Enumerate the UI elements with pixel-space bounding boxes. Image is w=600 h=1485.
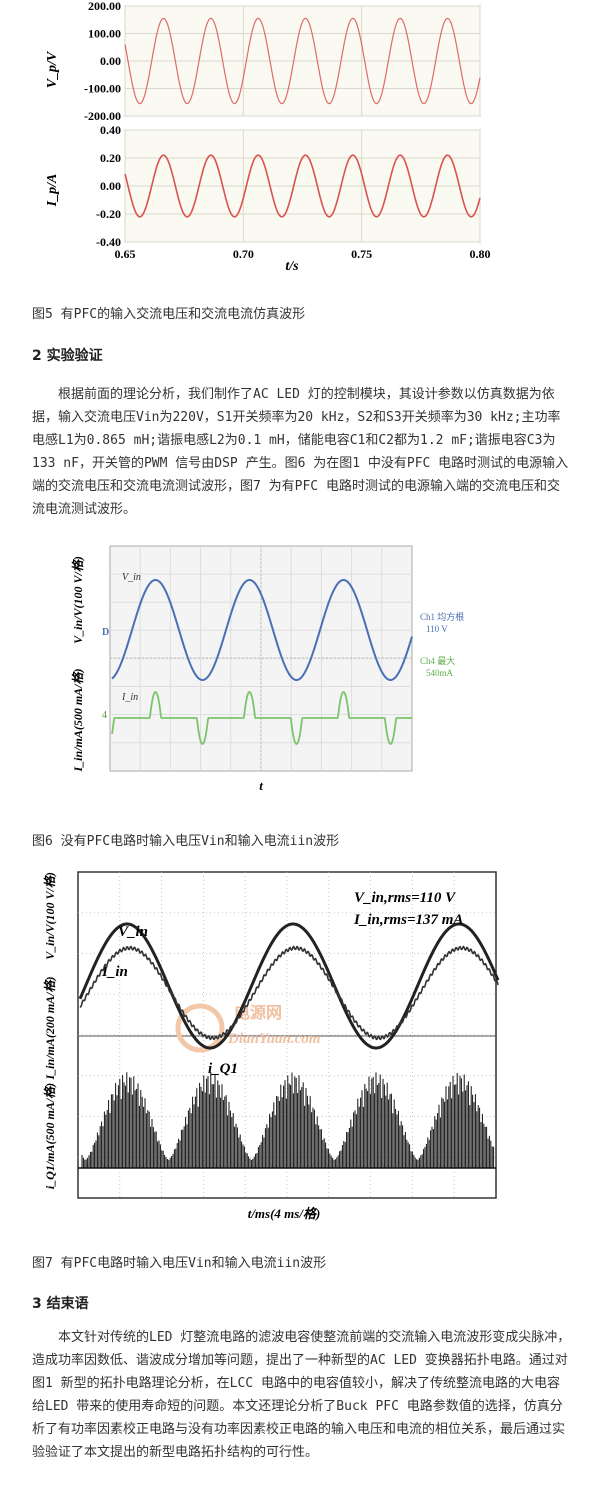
fig5-top-ytick: 0.00 [100,54,121,68]
fig7-vin-rms: V_in,rms=110 V [354,890,457,906]
fig7-xlabel: t/ms(4 ms/格) [248,1206,321,1221]
fig7-iin-label: I_in [101,964,128,980]
section-3-heading: 3 结束语 [32,1296,89,1312]
fig6-ch4-label: Ch4 最大 [420,655,455,666]
fig5-bottom-ytick: -0.20 [96,207,121,221]
fig5-xtick: 0.75 [351,247,372,261]
figure-5: 200.00 100.00 0.00 -100.00 -200.00 0.40 0.20 0.… [30,0,491,274]
fig7-watermark: DianYuan.com [227,1031,320,1047]
fig6-ylabel-top: V_in/V(100 V/格) [71,556,85,644]
fig6-ch4-value: 540mA [426,668,454,678]
fig5-bottom-ytick: 0.00 [100,179,121,193]
figure-6-caption: 图6 没有PFC电路时输入电压Vin和输入电流iin波形 [32,834,340,849]
fig5-xtick: 0.65 [115,247,136,261]
fig6-xlabel: t [259,778,263,793]
fig6-ch1-label: Ch1 均方根 [420,611,464,622]
fig5-voltage-wave [124,17,481,105]
fig5-top-ytick: -100.00 [84,82,121,96]
fig5-top-ytick: 200.00 [88,0,121,13]
figure-5-chart: 200.00 100.00 0.00 -100.00 -200.000.40 0.20 0.… [45,0,491,274]
fig7-ylabel-mid: I_in/mA(200 mA/格) [43,976,57,1080]
fig7-ylabel-top: V_in/V(100 V/格) [43,872,57,960]
fig7-current-wave [79,945,499,1041]
fig6-vin-label: V_in [122,572,141,583]
fig5-bottom-ytick: 0.40 [100,123,121,137]
fig5-bottom-ytick: -0.40 [96,235,121,249]
figure-6-chart: D 4 V_in I_in Ch1 均方根 110 V Ch4 最大 540mA… [71,545,464,793]
fig7-voltage-wave [78,922,500,1050]
fig6-ylabel-bottom: I_in/mA(500 mA/格) [71,668,85,772]
fig5-xtick: 0.70 [233,247,254,261]
fig5-top-ytick: 100.00 [88,27,121,41]
fig7-iin-rms: I_in,rms=137 mA [353,912,463,928]
fig6-marker-d: D [102,627,109,638]
figure-7-caption: 图7 有PFC电路时输入电压Vin和输入电流iin波形 [32,1256,327,1271]
figure-5-caption: 图5 有PFC的输入交流电压和交流电流仿真波形 [32,307,306,322]
fig5-bottom-ylabel: I_p/A [45,174,60,208]
section-2-paragraph: 根据前面的理论分析，我们制作了AC LED 灯的控制模块，其设计参数以仿真数据为… [32,387,569,517]
section-3-paragraph: 本文针对传统的LED 灯整流电路的滤波电容使整流前端的交流输入电流波形变成尖脉冲… [32,1330,571,1460]
figure-7-chart: 电源网 DianYuan.com V_in,rms=110 V I_in,rms… [43,871,500,1221]
fig5-xlabel: t/s [285,259,299,270]
fig7-ylabel-bottom: i_Q1/mA(500 mA/格) [43,1083,57,1189]
fig5-xtick: 0.80 [470,247,491,261]
figure-6: D 4 V_in I_in Ch1 均方根 110 V Ch4 最大 540mA… [62,540,502,795]
fig6-ch1-value: 110 V [426,624,448,634]
fig5-bottom-ytick: 0.20 [100,151,121,165]
fig6-voltage-wave [111,579,413,681]
fig7-switch-current [78,1072,496,1169]
fig5-top-ytick: -200.00 [84,109,121,123]
fig6-current-wave [111,691,412,745]
fig5-top-ylabel: V_p/V [45,50,60,88]
section-2-heading: 2 实验验证 [32,348,103,364]
fig7-vin-label: V_in [118,924,148,940]
figure-7: 电源网 DianYuan.com V_in,rms=110 V I_in,rms… [32,868,502,1228]
fig6-iin-label: I_in [121,692,138,703]
fig6-marker-4: 4 [102,710,107,721]
fig7-watermark-cn: 电源网 [234,1003,282,1022]
fig7-iq1-label: i_Q1 [208,1061,238,1077]
fig5-current-wave [124,154,481,218]
